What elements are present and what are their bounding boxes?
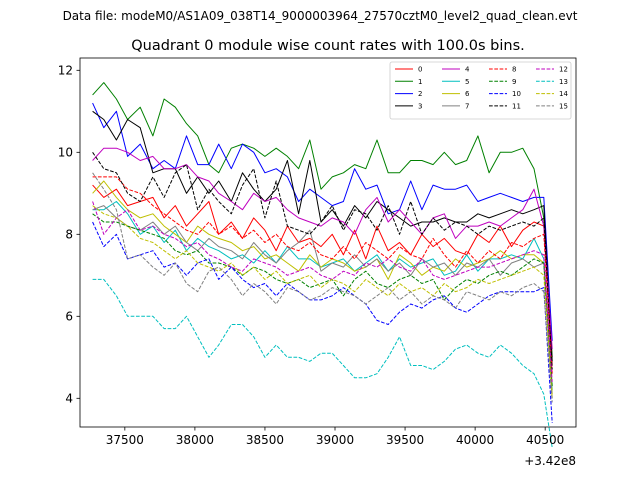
series-line-11 <box>92 152 553 370</box>
x-tick-label: 38000 <box>176 433 214 447</box>
y-tick-label: 8 <box>65 228 73 242</box>
legend-label-2: 2 <box>418 90 422 98</box>
x-tick-label: 38500 <box>246 433 284 447</box>
legend-label-7: 7 <box>465 102 469 110</box>
series-line-9 <box>92 213 553 387</box>
series-line-2 <box>92 102 553 341</box>
x-tick-label: 39000 <box>316 433 354 447</box>
legend-label-4: 4 <box>465 66 470 74</box>
series-line-12 <box>92 201 553 382</box>
series-line-8 <box>92 176 553 374</box>
series-line-14 <box>92 205 553 399</box>
legend-label-5: 5 <box>465 78 469 86</box>
legend-label-9: 9 <box>512 78 516 86</box>
legend-label-14: 14 <box>559 90 568 98</box>
legend-label-13: 13 <box>559 78 568 86</box>
series-line-6 <box>92 180 553 395</box>
x-offset-label: +3.42e8 <box>524 454 576 468</box>
plot-background <box>80 58 576 427</box>
plot-area: 37500 38000 38500 39000 39500 40000 40500 +3.42… <box>58 57 577 468</box>
x-tick-label: 40500 <box>526 433 564 447</box>
legend-label-6: 6 <box>465 90 470 98</box>
series-line-0 <box>92 184 553 366</box>
legend-label-11: 11 <box>512 102 521 110</box>
y-tick-label: 4 <box>65 392 73 406</box>
legend-label-1: 1 <box>418 78 422 86</box>
axes-frame <box>79 57 577 428</box>
series-line-10 <box>92 221 553 423</box>
series-line-4 <box>92 147 553 350</box>
legend-label-3: 3 <box>418 102 422 110</box>
y-tick-label: 6 <box>65 310 73 324</box>
legend-box <box>389 61 572 120</box>
series-line-13 <box>92 278 553 448</box>
y-tick-label: 12 <box>58 64 73 78</box>
series-line-5 <box>92 201 553 391</box>
legend-label-15: 15 <box>559 102 568 110</box>
legend-label-10: 10 <box>512 90 521 98</box>
x-tick-label: 39500 <box>386 433 424 447</box>
series-line-15 <box>92 172 553 403</box>
series-line-1 <box>92 82 553 358</box>
series-line-7 <box>92 205 553 399</box>
legend-label-8: 8 <box>512 66 516 74</box>
figure-suptitle: Data file: modeM0/AS1A09_038T14_90000039… <box>63 9 578 23</box>
x-tick-label: 37500 <box>106 433 144 447</box>
legend-label-12: 12 <box>559 66 568 74</box>
chart-title: Quadrant 0 module wise count rates with … <box>131 38 525 54</box>
y-tick-label: 10 <box>58 146 73 160</box>
x-tick-label: 40000 <box>456 433 494 447</box>
legend-label-0: 0 <box>418 66 422 74</box>
